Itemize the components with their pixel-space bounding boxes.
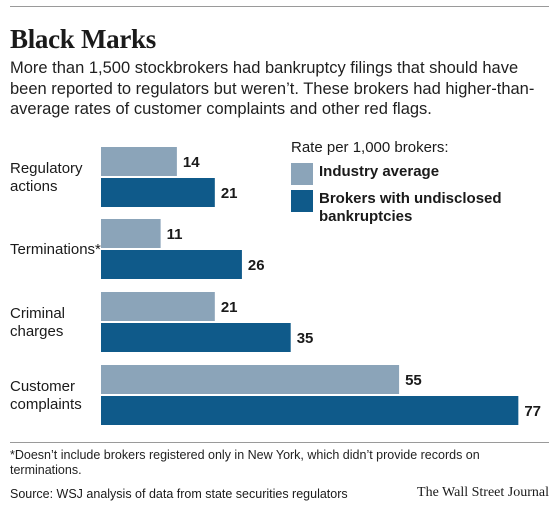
source-note: Source: WSJ analysis of data from state … <box>10 487 348 501</box>
category-label: Criminal charges <box>10 305 65 340</box>
data-label: 21 <box>221 299 238 316</box>
footer-rule <box>10 442 549 443</box>
category-label: Customer complaints <box>10 378 82 413</box>
bar-brokers <box>101 323 291 352</box>
bar-brokers <box>101 178 215 207</box>
data-label: 11 <box>167 226 183 243</box>
legend-title: Rate per 1,000 brokers: <box>291 139 449 156</box>
chart-title: Black Marks <box>10 24 156 54</box>
bar-industry <box>101 147 177 176</box>
category-label: Regulatory actions <box>10 160 83 195</box>
data-label: 14 <box>183 154 200 171</box>
data-label: 35 <box>297 330 314 347</box>
bar-chart: Regulatory actions 14 21 Terminations* 11 26 Cr… <box>10 147 541 425</box>
legend-label-industry: Industry average <box>319 163 440 180</box>
bar-brokers <box>101 396 519 425</box>
publisher-brand: The Wall Street Journal <box>417 485 549 500</box>
legend-swatch-brokers <box>291 190 313 212</box>
legend-item-industry: Industry average <box>291 163 509 185</box>
footnote: *Doesn’t include brokers registered only… <box>10 448 480 477</box>
legend-swatch-industry <box>291 163 313 185</box>
bar-industry <box>101 219 161 248</box>
data-label: 26 <box>248 257 265 274</box>
data-label: 77 <box>524 403 541 420</box>
legend-label-brokers: Brokers with undisclosed bankruptcies <box>319 190 502 225</box>
top-rule <box>10 6 549 7</box>
data-label: 55 <box>405 372 422 389</box>
bar-brokers <box>101 250 242 279</box>
chart-subtitle: More than 1,500 stockbrokers had bankrup… <box>10 59 535 118</box>
bar-industry <box>101 292 215 321</box>
category-label: Terminations* <box>10 241 101 258</box>
data-label: 21 <box>221 185 238 202</box>
bar-industry <box>101 365 400 394</box>
legend-item-brokers: Brokers with undisclosed bankruptcies <box>291 190 509 226</box>
